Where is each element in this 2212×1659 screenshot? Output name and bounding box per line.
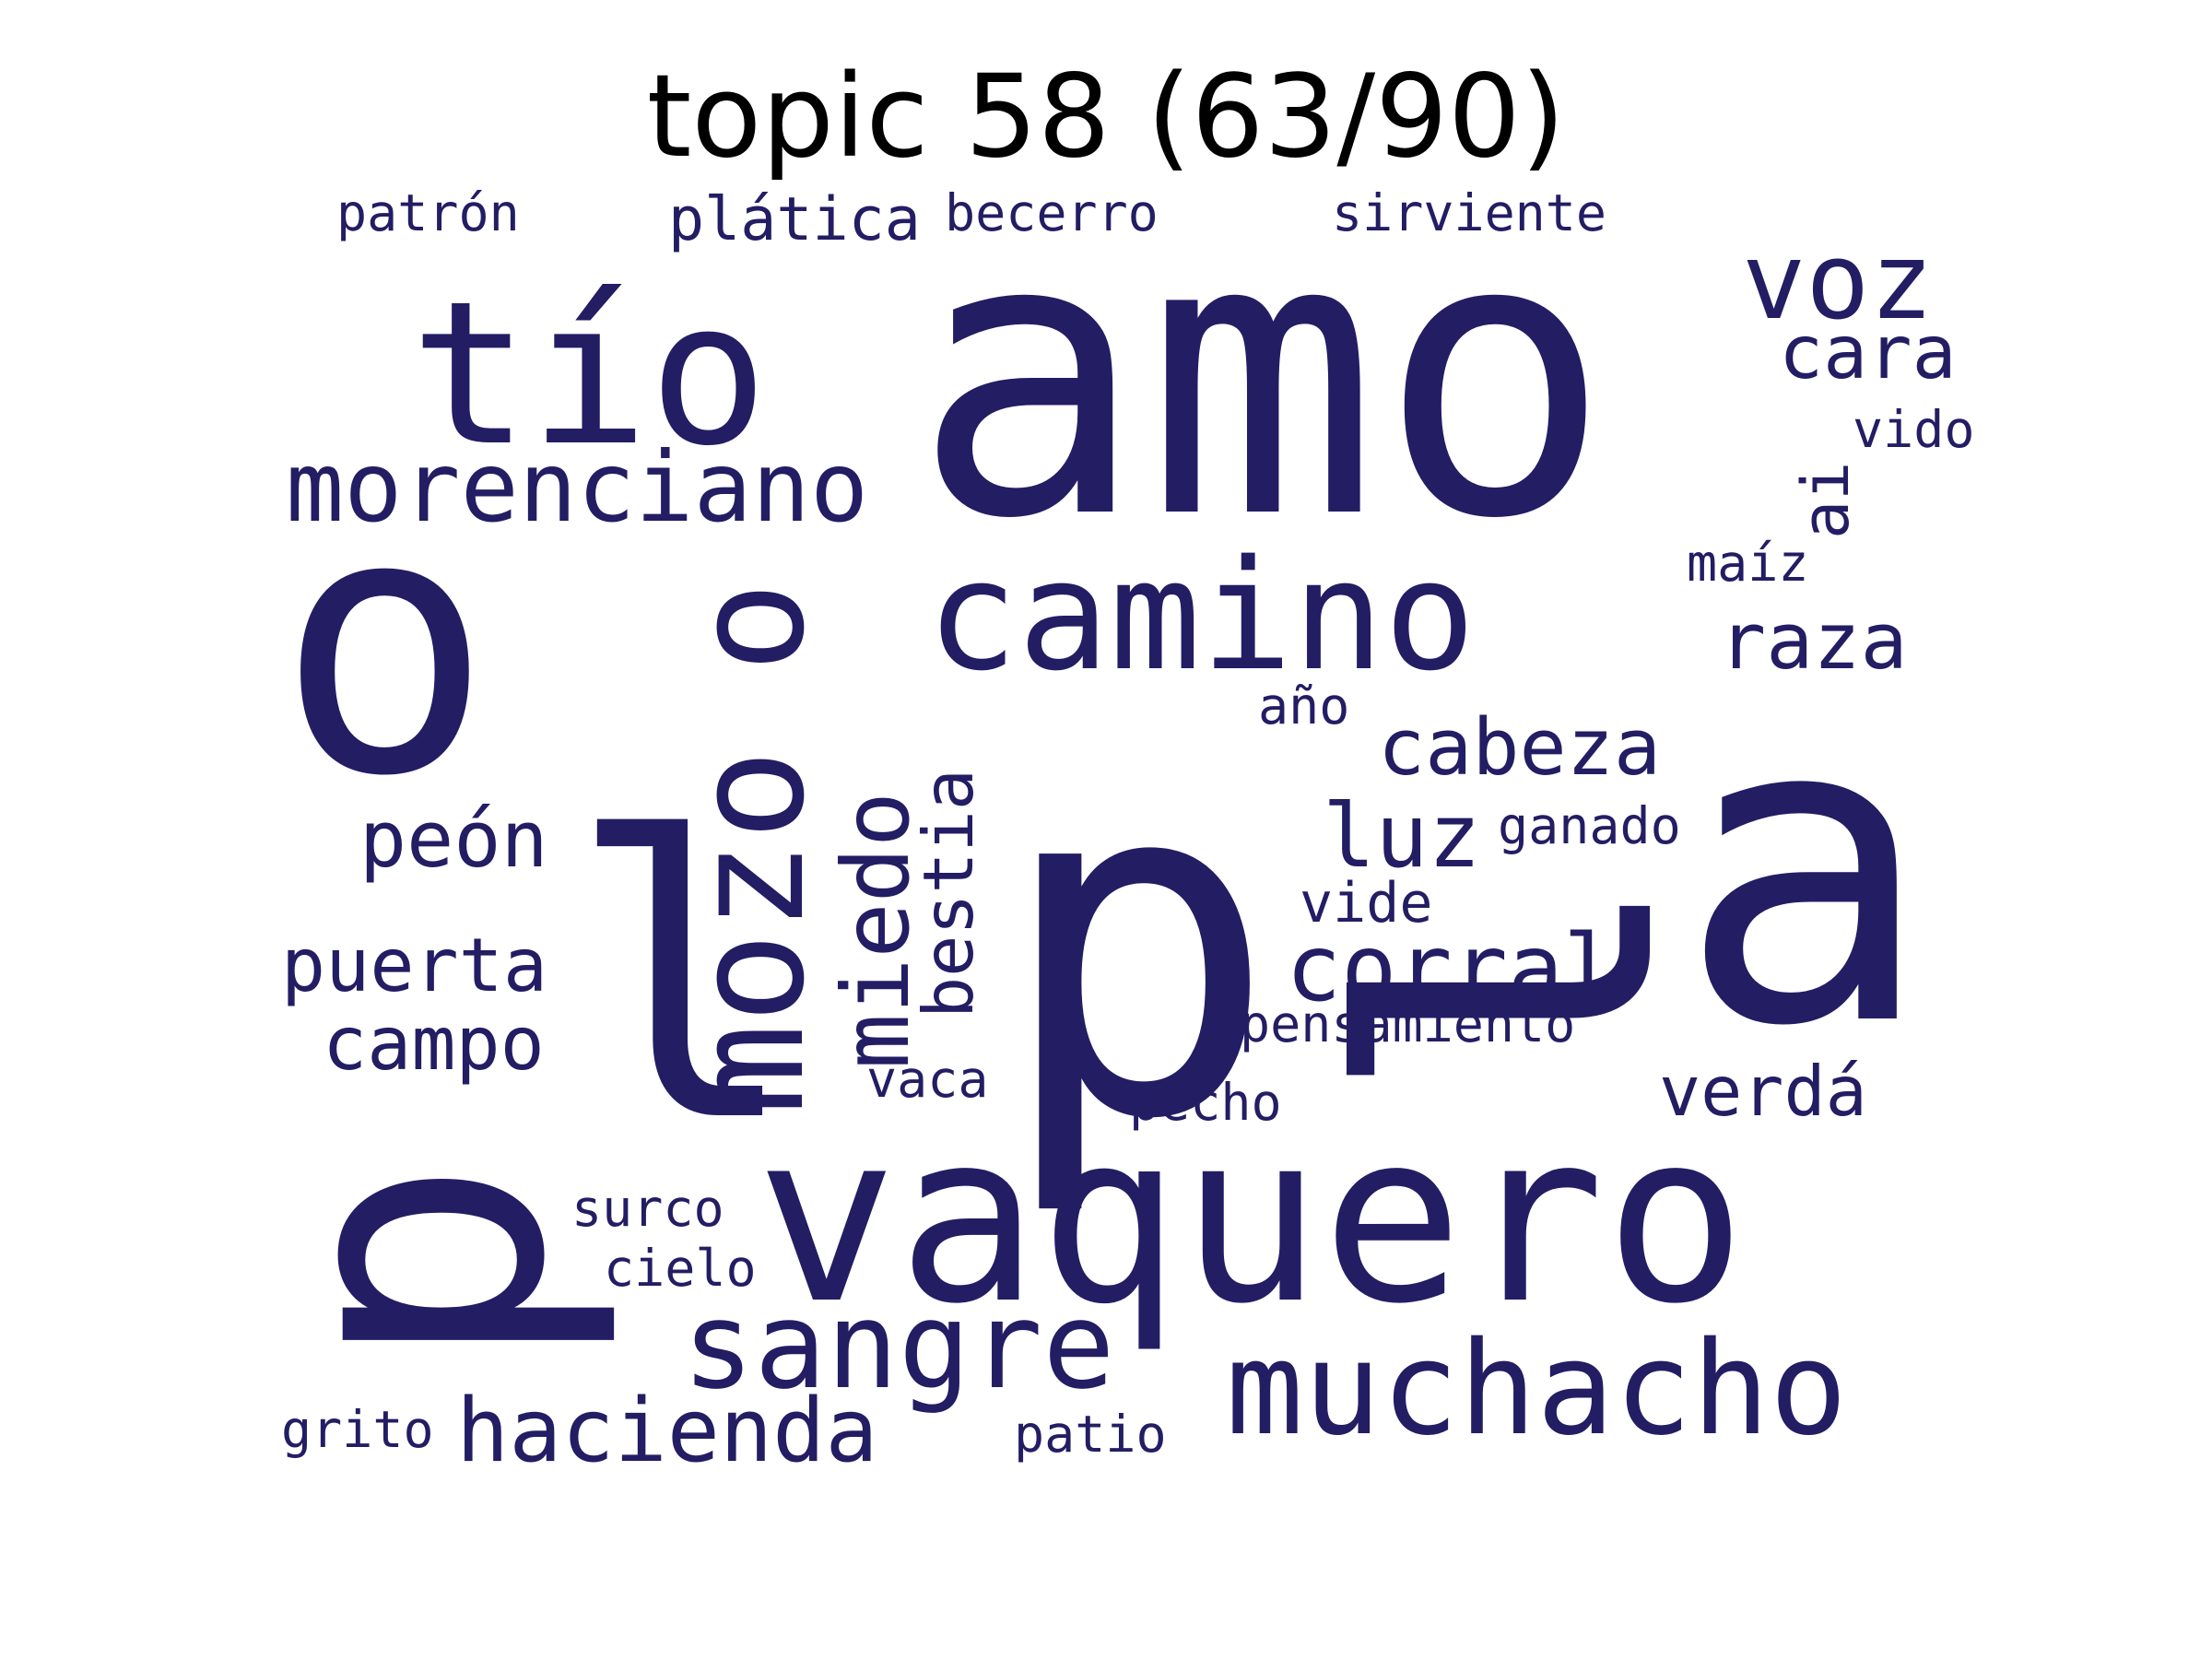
word-luz-21: luz bbox=[1323, 786, 1481, 888]
word-grito-43: grito bbox=[281, 1400, 434, 1459]
word-verdá-27: verdá bbox=[1659, 1051, 1867, 1132]
word-raza-22: raza bbox=[1719, 596, 1908, 688]
word-voz-15: voz bbox=[1742, 220, 1934, 344]
word-a-2: a bbox=[1677, 626, 1933, 1119]
word-l-8: l bbox=[1283, 867, 1744, 1106]
word-sangre-13: sangre bbox=[682, 1276, 1115, 1416]
word-p-1: p bbox=[995, 676, 1278, 1222]
word-vido-39: vido bbox=[1853, 400, 1974, 459]
chart-title: topic 58 (63/90) bbox=[646, 51, 1566, 183]
word-surco-33: surco bbox=[571, 1179, 724, 1238]
word-p-4: p bbox=[206, 1157, 624, 1373]
word-camino-10: camino bbox=[926, 527, 1476, 704]
word-cielo-41: cielo bbox=[604, 1239, 757, 1298]
word-bestia-23: bestia bbox=[908, 769, 989, 1018]
word-morenciano-14: morenciano bbox=[286, 431, 868, 544]
word-hacienda-18: hacienda bbox=[456, 1381, 878, 1482]
word-becerro-34: becerro bbox=[945, 183, 1159, 242]
word-campo-26: campo bbox=[323, 1001, 545, 1087]
word-vide-31: vide bbox=[1300, 871, 1433, 935]
word-miedo-16: miedo bbox=[822, 792, 930, 1069]
word-cabeza-19: cabeza bbox=[1378, 702, 1661, 794]
word-puerta-20: puerta bbox=[281, 923, 547, 1008]
word-peón-25: peón bbox=[359, 794, 548, 886]
word-o-11: o bbox=[661, 582, 838, 673]
word-muchacho-12: muchacho bbox=[1226, 1314, 1847, 1465]
word-corral-17: corral bbox=[1286, 914, 1618, 1022]
word-maíz-40: maíz bbox=[1687, 534, 1808, 593]
word-cara-24: cara bbox=[1779, 310, 1957, 395]
word-pensamiento-32: pensamiento bbox=[1240, 994, 1575, 1053]
word-vaquero-5: vaquero bbox=[756, 1082, 1747, 1356]
word-pecho-36: pecho bbox=[1129, 1073, 1282, 1132]
word-patio-42: patio bbox=[1014, 1405, 1167, 1464]
word-ganado-35: ganado bbox=[1498, 796, 1681, 855]
word-sirviente-38: sirviente bbox=[1332, 183, 1606, 242]
word-vaca-30: vaca bbox=[866, 1050, 988, 1109]
word-mozo-9: mozo bbox=[661, 749, 838, 1115]
word-año-44: año bbox=[1258, 677, 1349, 735]
word-tío-7: tío bbox=[410, 258, 768, 489]
word-plática-29: plática bbox=[668, 185, 921, 254]
word-patrón-37: patrón bbox=[336, 183, 520, 242]
word-amo-0: amo bbox=[912, 153, 1612, 604]
word-ai-28: ai bbox=[1788, 462, 1864, 539]
word-l-6: l bbox=[567, 757, 800, 1207]
word-o-3: o bbox=[276, 436, 493, 854]
